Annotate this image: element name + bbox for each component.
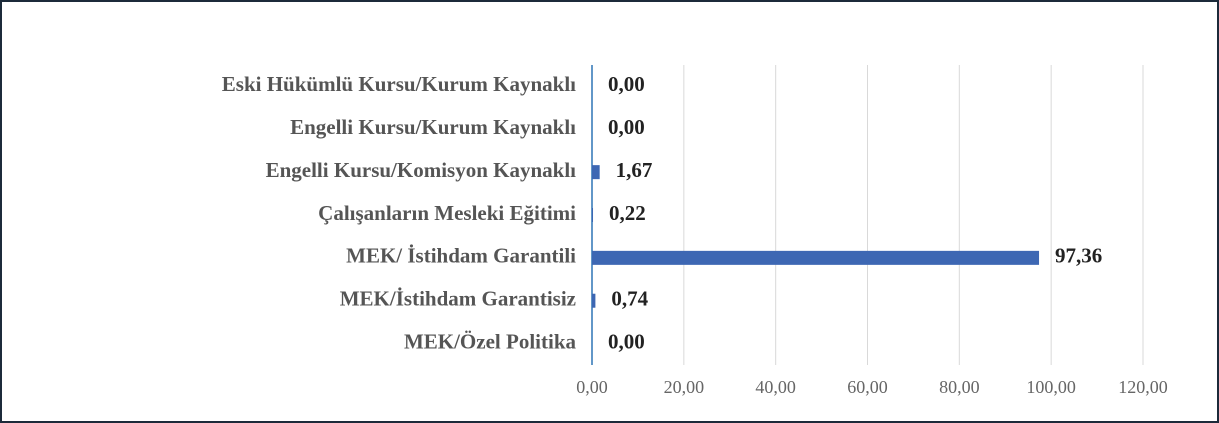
data-label: 1,67 [616,158,653,182]
data-label: 0,22 [609,201,646,225]
bar [592,208,594,222]
x-tick-label: 40,00 [755,377,796,397]
y-tick-label: Engelli Kursu/Komisyon Kaynaklı [266,158,577,182]
data-label: 0,00 [608,329,645,353]
bar [592,250,1040,265]
bar [592,293,596,308]
x-tick-label: 120,00 [1118,377,1168,397]
x-tick-label: 100,00 [1026,377,1076,397]
y-tick-label: Eski Hükümlü Kursu/Kurum Kaynaklı [222,72,576,96]
x-tick-label: 20,00 [664,377,705,397]
data-label: 0,00 [608,72,645,96]
y-tick-label: Çalışanların Mesleki Eğitimi [318,201,576,225]
y-tick-label: MEK/İstihdam Garantisiz [340,287,576,311]
y-tick-label: Engelli Kursu/Kurum Kaynaklı [290,115,576,139]
x-tick-label: 0,00 [576,377,608,397]
y-tick-label: MEK/Özel Politika [404,329,577,353]
data-label: 97,36 [1055,244,1102,268]
y-tick-label: MEK/ İstihdam Garantili [346,244,576,268]
x-tick-label: 80,00 [939,377,980,397]
x-tick-label: 60,00 [847,377,888,397]
data-label: 0,74 [611,287,648,311]
bar [592,165,600,180]
data-label: 0,00 [608,115,645,139]
